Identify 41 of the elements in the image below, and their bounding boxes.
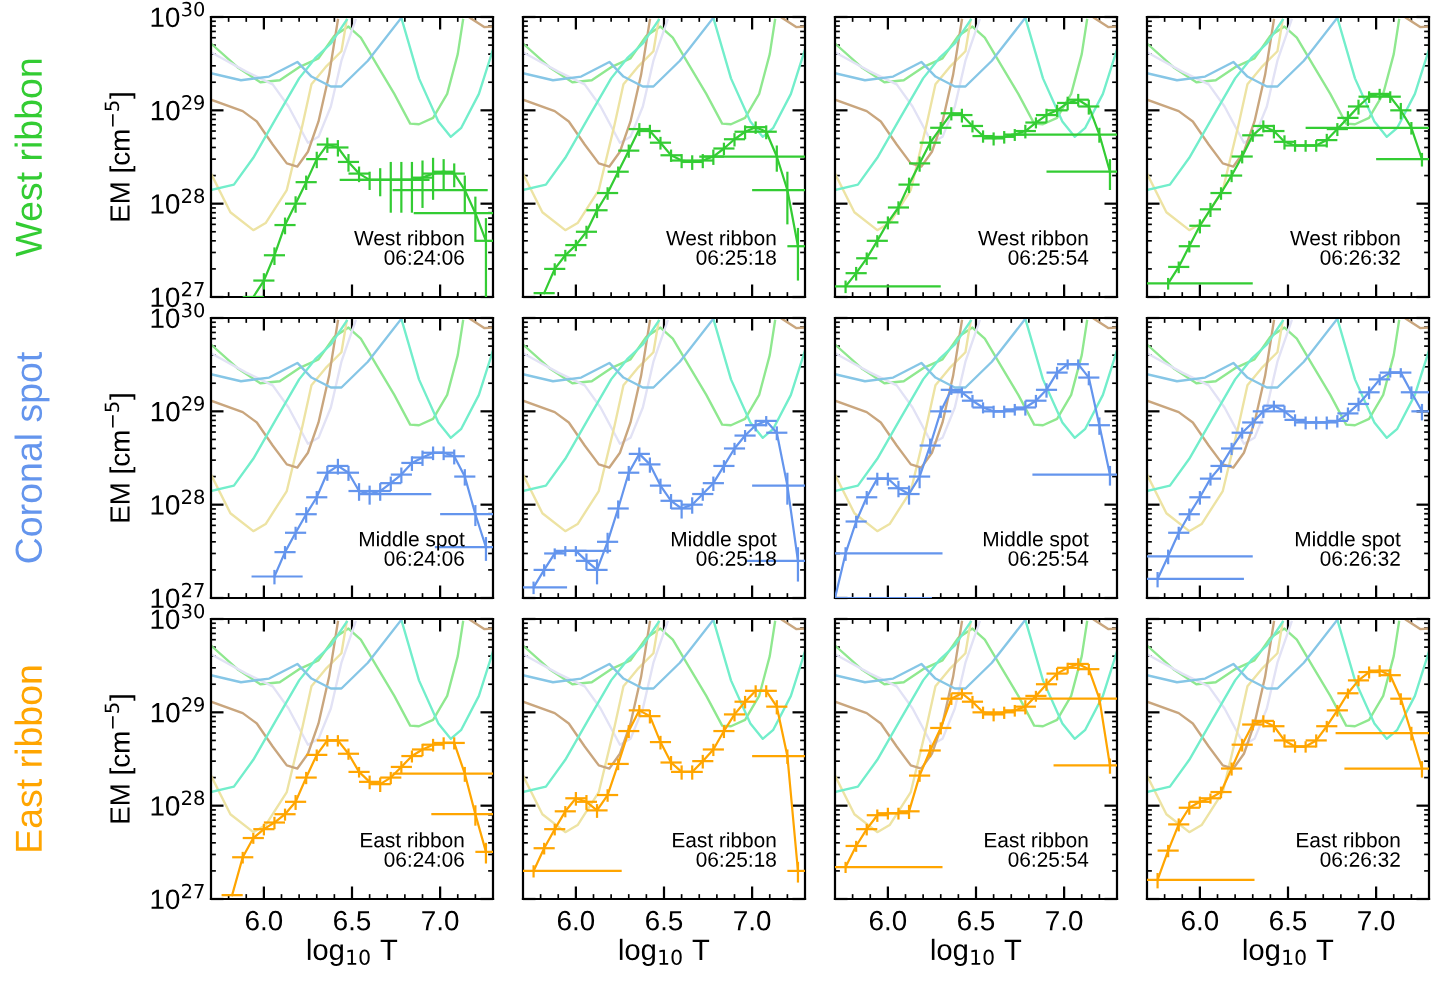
x-tick-label: 6.5 bbox=[334, 910, 371, 931]
text: East ribbon bbox=[14, 666, 43, 851]
annotation: Middle spot 06:26:32 bbox=[1295, 531, 1401, 566]
annotation: East ribbon 06:24:06 bbox=[361, 832, 464, 867]
y-tick-label: 10$^{29}$ bbox=[151, 95, 204, 121]
x-tick-label: 6.5 bbox=[1270, 910, 1307, 931]
y-axis-title: EM [cm$^{−5}$] bbox=[104, 394, 136, 522]
y-tick-label: 10$^{28}$ bbox=[151, 489, 205, 515]
y-tick-label: 10$^{29}$ bbox=[151, 396, 204, 422]
y-tick-label: 10$^{27}$ bbox=[151, 883, 204, 910]
y-tick-label: 10$^{29}$ bbox=[151, 697, 204, 723]
annotation: West ribbon 06:26:32 bbox=[1290, 230, 1400, 265]
x-axis-title: log$_{10}$ T bbox=[307, 938, 398, 966]
x-tick-label: 6.0 bbox=[1181, 910, 1219, 931]
annotation: Middle spot 06:25:18 bbox=[671, 531, 777, 566]
x-axis-title: log$_{10}$ T bbox=[1243, 938, 1334, 966]
annotation: West ribbon 06:24:06 bbox=[354, 230, 464, 265]
y-tick-label: 10$^{30}$ bbox=[151, 1, 205, 28]
annotation: West ribbon 06:25:18 bbox=[666, 230, 776, 265]
annotation: Middle spot 06:25:54 bbox=[983, 531, 1089, 566]
text: West ribbon bbox=[14, 59, 43, 257]
x-tick-label: 7.0 bbox=[422, 910, 459, 931]
x-tick-label: 7.0 bbox=[1046, 910, 1083, 931]
y-tick-label: 10$^{28}$ bbox=[151, 188, 205, 214]
y-tick-label: 10$^{28}$ bbox=[151, 790, 205, 816]
x-tick-label: 6.0 bbox=[245, 910, 283, 931]
x-axis-title: log$_{10}$ T bbox=[619, 938, 710, 966]
x-tick-label: 6.0 bbox=[557, 910, 595, 931]
text: Coronal spot bbox=[14, 351, 50, 563]
annotation: West ribbon 06:25:54 bbox=[978, 230, 1089, 265]
y-axis-title: EM [cm$^{−5}$] bbox=[104, 695, 136, 823]
x-tick-label: 6.5 bbox=[958, 910, 995, 931]
x-tick-label: 7.0 bbox=[1358, 910, 1395, 931]
x-tick-label: 6.5 bbox=[646, 910, 683, 931]
annotation: East ribbon 06:25:18 bbox=[673, 832, 776, 867]
y-axis-title: EM [cm$^{−5}$] bbox=[104, 93, 136, 221]
annotation: East ribbon 06:25:54 bbox=[985, 832, 1089, 867]
annotation: East ribbon 06:26:32 bbox=[1297, 832, 1400, 867]
x-tick-label: 7.0 bbox=[734, 910, 771, 931]
x-axis-title: log$_{10}$ T bbox=[931, 938, 1022, 966]
x-tick-label: 6.0 bbox=[869, 910, 907, 931]
